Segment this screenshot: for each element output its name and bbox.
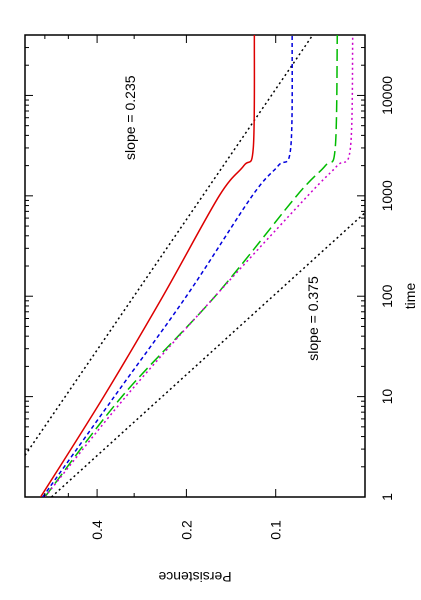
plot-frame	[24, 34, 366, 498]
x-tick-label: 100	[379, 284, 395, 308]
x-tick-label: 1	[379, 493, 395, 501]
y-tick-label: 0.4	[89, 520, 105, 540]
x-axis-label: time	[402, 283, 418, 310]
slope-annotation-2: slope = 0.375	[305, 276, 321, 361]
x-tick-label: 1000	[379, 180, 395, 211]
y-tick-label: 0.2	[178, 520, 194, 540]
x-tick-label: 10	[379, 389, 395, 405]
series-line-3	[44, 35, 339, 497]
series-line-4	[44, 35, 354, 497]
series-line-1	[40, 35, 256, 497]
reference-line-2	[50, 211, 365, 497]
y-tick-label: 0.1	[268, 520, 284, 540]
reference-line-1	[25, 35, 314, 456]
slope-annotation-1: slope = 0.235	[122, 75, 138, 160]
x-tick-label: 10000	[379, 76, 395, 115]
y-axis-label: Persistence	[158, 569, 231, 585]
series-line-2	[42, 35, 293, 497]
